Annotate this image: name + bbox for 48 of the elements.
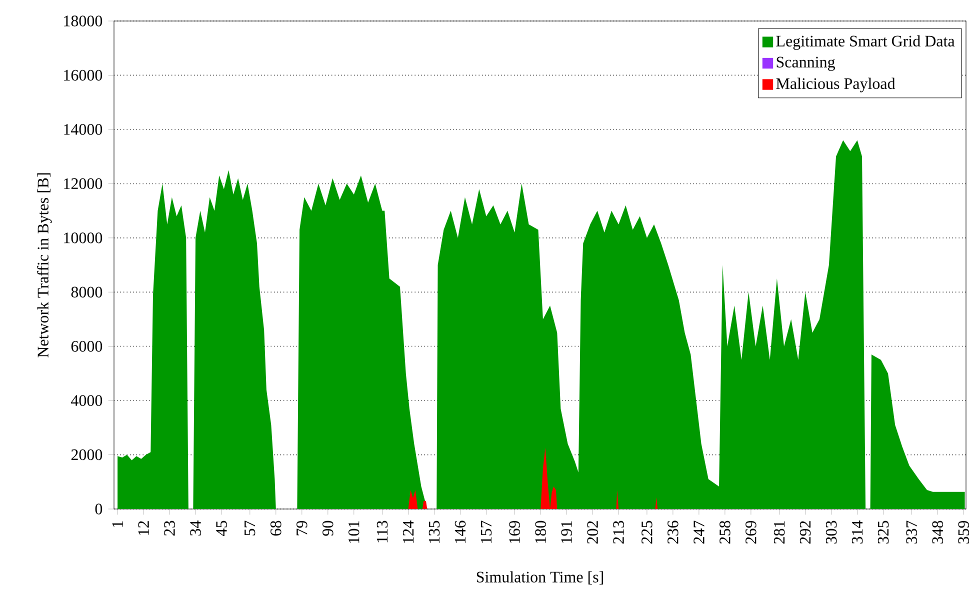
x-tick-label: 1 — [112, 521, 123, 527]
x-tick-label: 325 — [878, 520, 889, 544]
x-tick-label: 258 — [720, 520, 730, 544]
x-tick-label: 124 — [402, 520, 414, 543]
x-tick-label: 225 — [642, 520, 652, 544]
y-tick-label: 0 — [95, 504, 102, 514]
y-tick-label: 8000 — [71, 286, 102, 298]
x-tick-label: 269 — [746, 520, 756, 544]
x-tick-label: 303 — [826, 520, 837, 544]
y-tick-label: 4000 — [71, 395, 102, 406]
y-tick-label: 14000 — [64, 124, 102, 135]
x-tick-label: 202 — [587, 521, 598, 544]
x-tick-label: 191 — [561, 521, 572, 543]
x-tick-label: 45 — [216, 520, 227, 536]
x-tick-label: 34 — [190, 520, 201, 536]
x-tick-label: 292 — [800, 521, 811, 544]
x-tick-label: 169 — [509, 520, 520, 543]
x-tick-label: 314 — [852, 520, 863, 544]
x-tick-label: 12 — [138, 521, 149, 535]
y-tick-label: 12000 — [64, 178, 102, 190]
x-tick-label: 348 — [932, 520, 944, 544]
legend-label: Scanning — [776, 56, 835, 71]
legend-label: Malicious Payload — [776, 78, 896, 92]
x-tick-label: 135 — [428, 520, 440, 543]
x-tick-label: 337 — [906, 520, 918, 544]
y-tick-label: 16000 — [64, 70, 102, 81]
x-tick-label: 57 — [244, 520, 256, 536]
x-tick-label: 236 — [668, 520, 678, 544]
y-tick-label: 2000 — [71, 449, 102, 460]
legend-label: Legitimate Smart Grid Data — [776, 35, 955, 50]
y-axis-title: Network Traffic in Bytes [B] — [37, 173, 52, 358]
y-tick-label: 10000 — [64, 232, 102, 244]
y-tick-label: 18000 — [64, 16, 102, 26]
x-tick-label: 359 — [958, 520, 970, 544]
x-axis-title: Simulation Time [s] — [476, 571, 603, 584]
x-tick-label: 79 — [296, 520, 308, 536]
x-tick-label: 157 — [480, 520, 492, 543]
x-tick-label: 90 — [322, 520, 334, 536]
x-tick-label: 180 — [535, 520, 546, 543]
x-tick-label: 113 — [376, 520, 388, 542]
x-tick-label: 23 — [164, 520, 175, 536]
x-tick-label: 146 — [454, 520, 466, 543]
x-tick-label: 247 — [694, 520, 704, 544]
x-tick-label: 101 — [348, 521, 360, 543]
x-tick-label: 213 — [613, 520, 624, 544]
x-tick-label: 68 — [270, 520, 282, 536]
x-tick-label: 281 — [774, 521, 785, 544]
y-tick-label: 6000 — [71, 340, 102, 352]
